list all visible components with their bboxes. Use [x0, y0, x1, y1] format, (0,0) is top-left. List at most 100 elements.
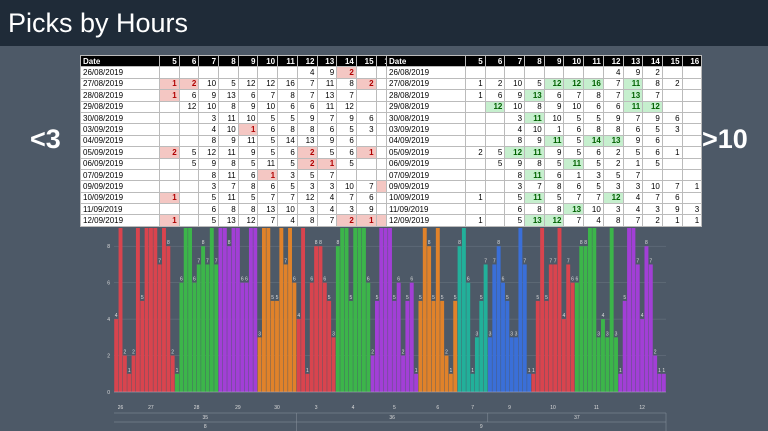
value-cell: 14: [277, 134, 298, 148]
bar-value-label: 5: [141, 295, 144, 301]
date-cell: 29/08/2019: [386, 100, 466, 113]
bar-value-label: 8: [584, 240, 587, 246]
value-cell: 5: [524, 77, 545, 91]
value-cell: 11: [524, 191, 545, 205]
bar: [544, 300, 549, 392]
value-cell: [681, 146, 703, 159]
value-cell: [465, 66, 486, 79]
value-cell: 1: [661, 146, 683, 159]
value-cell: 12: [543, 77, 565, 91]
value-cell: 10: [198, 77, 220, 91]
value-cell: [178, 180, 200, 193]
bar-value-label: 1: [662, 368, 665, 374]
value-cell: 9: [622, 134, 644, 148]
value-cell: 7: [257, 191, 279, 205]
value-cell: 6: [257, 123, 279, 136]
bar: [235, 228, 240, 392]
bar: [518, 228, 523, 392]
bar: [440, 300, 445, 392]
bar-value-label: 6: [323, 277, 326, 283]
value-cell: 1: [563, 168, 585, 182]
value-cell: 8: [296, 214, 318, 227]
bar-value-label: 8: [228, 240, 231, 246]
table-row: 10/09/2019 1 5 11 5 7 7 12 4 7 6: [80, 191, 397, 205]
bar-value-label: 5: [349, 295, 352, 301]
page-title: Picks by Hours: [8, 8, 189, 38]
value-cell: 5: [563, 111, 585, 125]
value-cell: 6: [198, 203, 220, 216]
bar: [648, 264, 653, 392]
bar-value-label: 6: [576, 277, 579, 283]
bar: [644, 246, 649, 392]
value-cell: [465, 100, 486, 113]
value-cell: [661, 168, 683, 182]
bar-value-label: 6: [180, 277, 183, 283]
bar: [509, 337, 514, 392]
value-cell: [159, 168, 180, 182]
bar-value-label: 6: [397, 277, 400, 283]
table-row: 29/08/2019 12 10 8 9 10 6 6 11 12: [80, 100, 397, 113]
bar: [257, 337, 262, 392]
value-cell: 10: [277, 203, 298, 216]
value-cell: 8: [642, 77, 663, 91]
bar: [422, 228, 427, 392]
value-cell: 8: [277, 89, 298, 102]
value-cell: [355, 89, 377, 102]
bar-value-label: 1: [306, 368, 309, 374]
bar: [348, 300, 353, 392]
bar-value-label: 1: [532, 368, 535, 374]
bar: [283, 264, 288, 392]
value-cell: 6: [543, 168, 565, 182]
value-cell: 5: [257, 146, 279, 159]
column-header[interactable]: Date: [80, 54, 160, 68]
bar: [157, 264, 162, 392]
value-cell: [465, 111, 486, 125]
value-cell: 6: [583, 100, 604, 113]
value-cell: 1: [465, 89, 486, 102]
value-cell: 2: [602, 146, 624, 159]
bar: [448, 373, 453, 392]
date-cell: 06/09/2019: [386, 157, 466, 170]
value-cell: 1: [622, 157, 644, 170]
bar: [240, 282, 245, 392]
bar: [331, 337, 336, 392]
date-cell: 26/08/2019: [80, 66, 160, 79]
bar-value-label: 2: [132, 350, 135, 356]
value-cell: 6: [178, 89, 200, 102]
bar: [605, 337, 610, 392]
value-cell: 9: [504, 157, 526, 170]
column-header: 9: [543, 54, 565, 68]
value-cell: 6: [237, 89, 259, 102]
bar: [314, 246, 319, 392]
bar-value-label: 5: [419, 295, 422, 301]
column-header: 6: [484, 54, 506, 68]
date-cell: 04/09/2019: [80, 134, 160, 148]
x-day-label: 30: [274, 405, 280, 411]
value-cell: 5: [296, 168, 318, 182]
value-cell: 2: [159, 146, 180, 159]
column-header[interactable]: Date: [386, 54, 466, 68]
bar: [322, 282, 327, 392]
bar-value-label: 8: [458, 240, 461, 246]
x-group-label: 9: [480, 424, 483, 430]
value-cell: 12: [642, 100, 663, 113]
date-cell: 06/09/2019: [80, 157, 160, 170]
bar-value-label: 5: [271, 295, 274, 301]
bar-value-label: 5: [406, 295, 409, 301]
bar-value-label: 5: [432, 295, 435, 301]
date-cell: 29/08/2019: [80, 100, 160, 113]
bar-value-label: 6: [367, 277, 370, 283]
x-day-label: 4: [352, 405, 355, 411]
bar: [553, 264, 558, 392]
x-day-label: 3: [315, 405, 318, 411]
value-cell: 11: [622, 77, 644, 91]
date-cell: 07/09/2019: [386, 168, 466, 182]
bar: [183, 228, 188, 392]
bar: [231, 228, 236, 392]
date-cell: 03/09/2019: [386, 123, 466, 136]
value-cell: [484, 123, 506, 136]
value-cell: [159, 66, 180, 79]
table-row: 28/08/2019 1 6 9 13 6 7 8 7 13 7: [80, 89, 397, 102]
value-cell: 9: [602, 111, 624, 125]
value-cell: [484, 214, 506, 227]
